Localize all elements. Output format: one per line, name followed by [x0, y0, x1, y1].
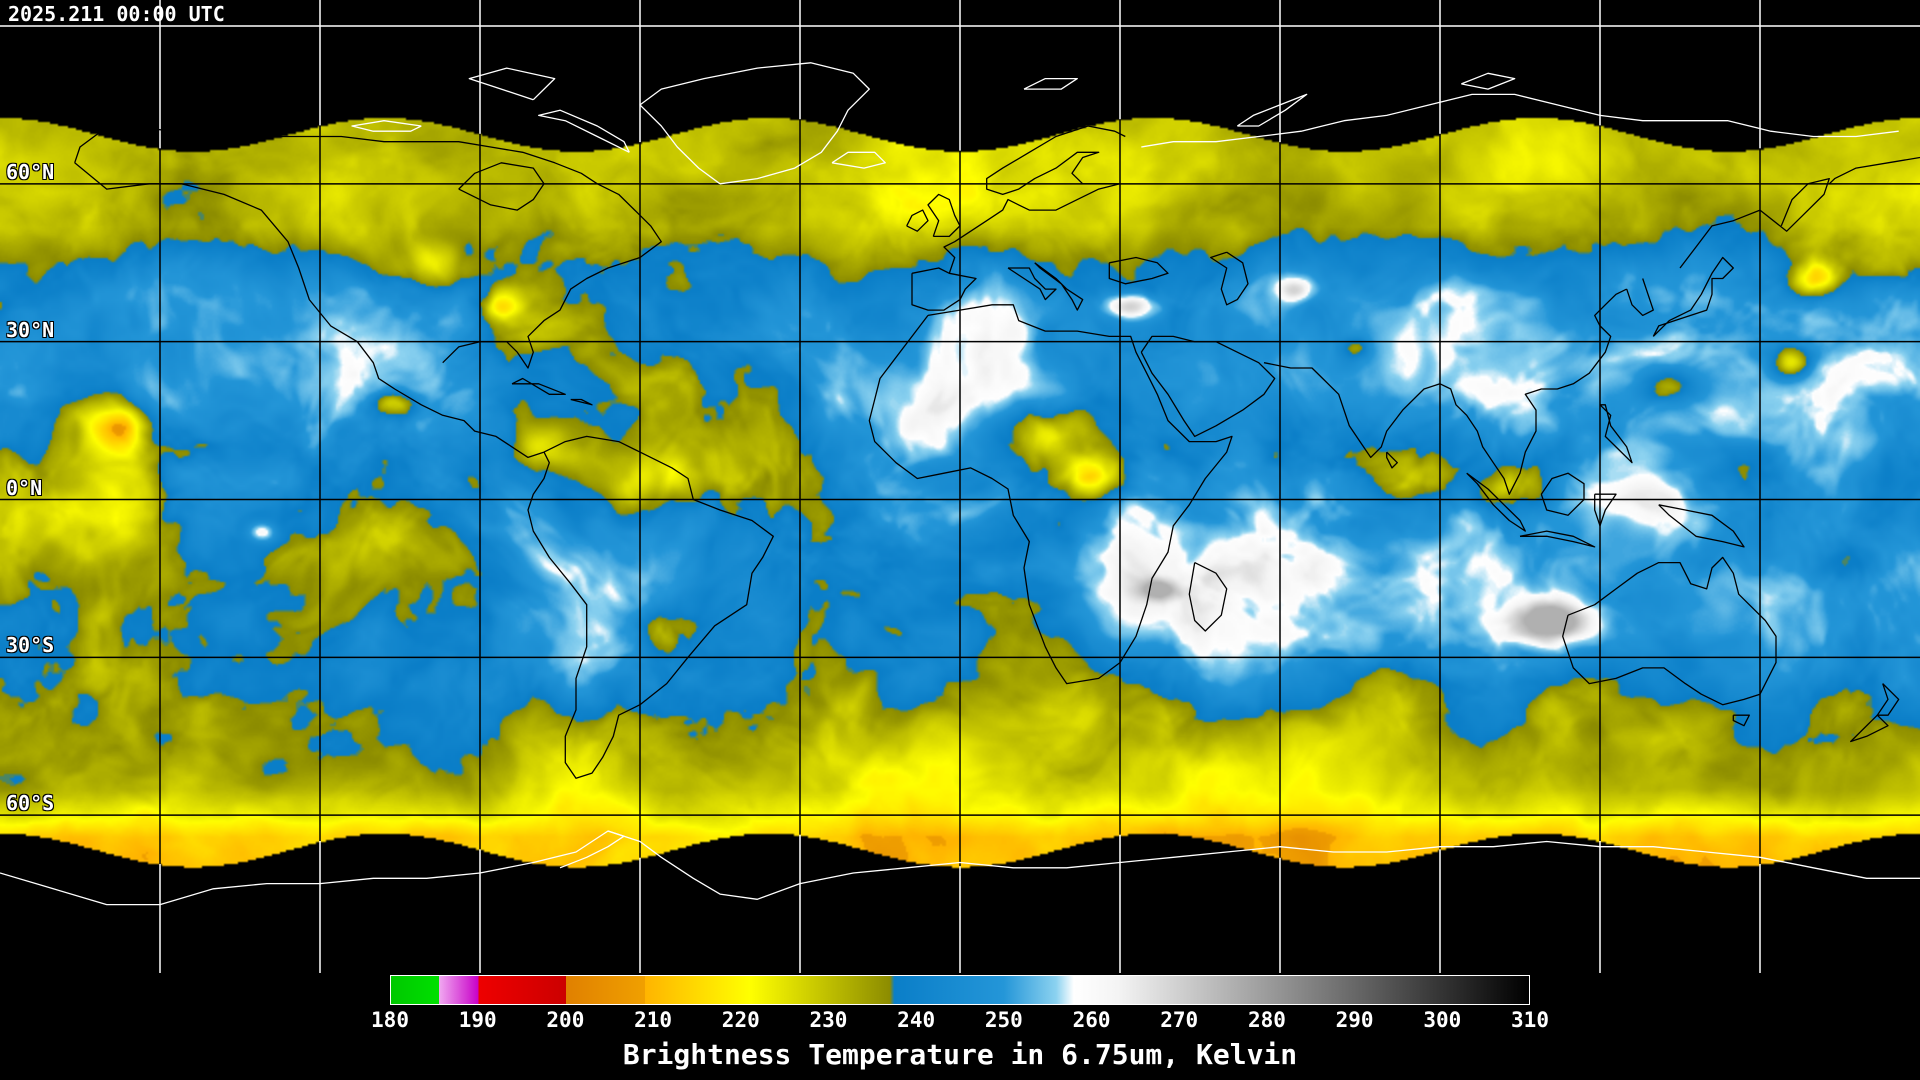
coastline-path — [511, 377, 566, 395]
coastline-path — [1828, 156, 1920, 185]
coastline-path — [1034, 262, 1084, 311]
coastline-path — [1876, 683, 1900, 716]
colorbar-tick-label: 180 — [371, 1008, 409, 1032]
colorbar-tick-label: 200 — [546, 1008, 585, 1032]
coastline-path — [1007, 267, 1057, 301]
coastline-path — [1108, 256, 1169, 285]
legend-caption: Brightness Temperature in 6.75um, Kelvin — [622, 1038, 1298, 1071]
colorbar-tick-label: 280 — [1247, 1008, 1286, 1032]
colorbar-tick-label: 190 — [458, 1008, 497, 1032]
latitude-label: 60°N — [6, 159, 55, 184]
coastline-path — [1188, 562, 1228, 632]
coastline-path — [74, 162, 545, 459]
coastline-path — [1461, 72, 1516, 90]
coastline-path — [74, 125, 662, 369]
coastline-path — [831, 151, 886, 169]
coastline-path — [527, 435, 774, 779]
coastline-path — [1658, 504, 1745, 548]
colorbar-tick-label: 260 — [1072, 1008, 1111, 1032]
coastline-path — [1236, 93, 1308, 127]
coastline-path — [1652, 256, 1734, 337]
coastline-path — [906, 209, 929, 232]
graticule — [0, 0, 1920, 973]
coastline-path — [1562, 556, 1777, 706]
coastline-path — [1679, 177, 1830, 269]
coastline-path — [1263, 288, 1627, 495]
coastline-path — [1466, 472, 1526, 532]
coastline-path — [458, 162, 545, 211]
coastline-path — [351, 120, 422, 132]
colorbar-tick-label: 240 — [897, 1008, 936, 1032]
latitude-label: 60°S — [6, 791, 55, 816]
timestamp: 2025.211 00:00 UTC — [8, 2, 225, 26]
colorbar-tick-label: 220 — [721, 1008, 760, 1032]
latitude-label: 0°N — [6, 475, 43, 500]
coastlines-light — [0, 62, 1920, 906]
latitude-label: 30°N — [6, 317, 55, 342]
coastline-path — [468, 67, 556, 101]
coastline-path — [1732, 714, 1750, 727]
colorbar — [390, 975, 1530, 1005]
coastline-path — [1023, 77, 1078, 90]
colorbar-tick-label: 290 — [1335, 1008, 1374, 1032]
coastline-path — [639, 62, 870, 185]
coastline-path — [943, 125, 1126, 274]
coastline-path — [1141, 93, 1899, 148]
coastline-path — [1626, 278, 1654, 317]
latitude-label: 30°S — [6, 633, 55, 658]
coastline-path — [1140, 335, 1276, 438]
colorbar-tick-label: 210 — [634, 1008, 673, 1032]
coastline-path — [1599, 404, 1633, 464]
coastline-path — [911, 267, 977, 311]
coastlines-dark — [74, 125, 1920, 779]
colorbar-tick-label: 230 — [809, 1008, 848, 1032]
coastline-path — [1519, 530, 1596, 548]
coastline-path — [1594, 493, 1617, 527]
coastline-path — [1540, 472, 1585, 516]
colorbar-tick-label: 310 — [1511, 1008, 1549, 1032]
colorbar-tick-label: 270 — [1160, 1008, 1199, 1032]
coastline-path — [559, 830, 625, 869]
coastline-path — [1850, 714, 1889, 743]
coastline-path — [538, 109, 630, 153]
coastline-path — [0, 830, 1920, 906]
colorbar-tick-label: 300 — [1423, 1008, 1462, 1032]
coastline-path — [868, 304, 1233, 685]
colorbar-tick-label: 250 — [984, 1008, 1023, 1032]
map-overlay — [0, 0, 1920, 973]
coastline-path — [927, 193, 961, 238]
coastline-path — [1210, 251, 1249, 306]
coastline-path — [570, 398, 593, 406]
coastline-path — [1386, 451, 1398, 469]
